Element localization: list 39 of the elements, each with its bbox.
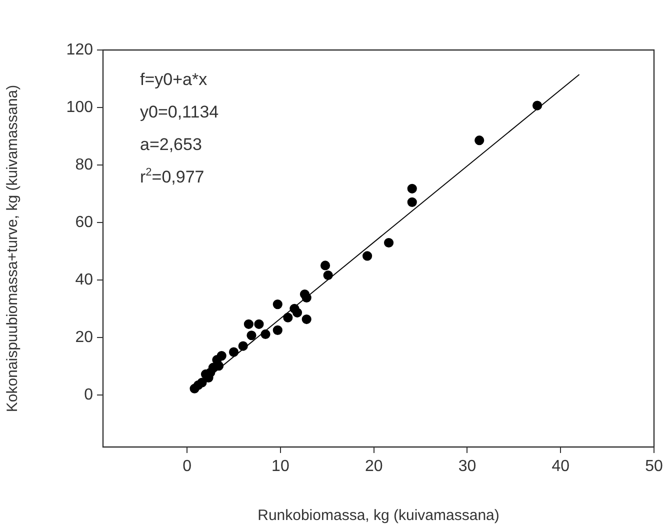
point xyxy=(532,100,542,110)
point xyxy=(272,325,282,335)
point xyxy=(238,341,248,351)
point xyxy=(384,238,394,248)
x-tick-label: 30 xyxy=(458,458,476,476)
y-tick-label: 80 xyxy=(75,156,94,174)
y-tick-label: 20 xyxy=(75,329,94,346)
point xyxy=(320,260,330,270)
x-tick-label: 10 xyxy=(272,458,290,476)
point xyxy=(228,347,239,357)
y-tick-label: 40 xyxy=(75,272,94,289)
point xyxy=(283,312,293,322)
y-axis-title: Kokonaispuubiomassa+turve, kg (kuivamassana) xyxy=(4,84,22,412)
y-tick-label: 60 xyxy=(75,214,94,232)
annotation: y0=0,1134 xyxy=(140,102,219,122)
point xyxy=(272,300,282,310)
point xyxy=(474,136,484,146)
point xyxy=(244,319,254,329)
point xyxy=(362,251,372,261)
point xyxy=(246,330,256,340)
point xyxy=(302,292,312,302)
annotation: f=y0+a*x xyxy=(140,70,208,89)
point xyxy=(260,329,270,340)
annotation: a=2,653 xyxy=(140,135,202,154)
x-tick-label: 50 xyxy=(645,458,663,476)
point xyxy=(292,308,302,318)
y-tick-label: 100 xyxy=(66,98,94,116)
x-tick-label: 40 xyxy=(552,458,570,476)
y-tick-label: 0 xyxy=(84,386,94,404)
x-tick-label: 0 xyxy=(182,458,192,476)
point xyxy=(254,319,264,329)
x-tick-label: 20 xyxy=(364,458,383,476)
y-tick-label: 120 xyxy=(66,41,94,58)
point xyxy=(302,314,312,324)
x-axis-title: Runkobiomassa, kg (kuivamassana) xyxy=(258,507,500,524)
point xyxy=(407,184,417,194)
point xyxy=(323,270,333,280)
point xyxy=(190,384,200,394)
point xyxy=(407,197,417,207)
